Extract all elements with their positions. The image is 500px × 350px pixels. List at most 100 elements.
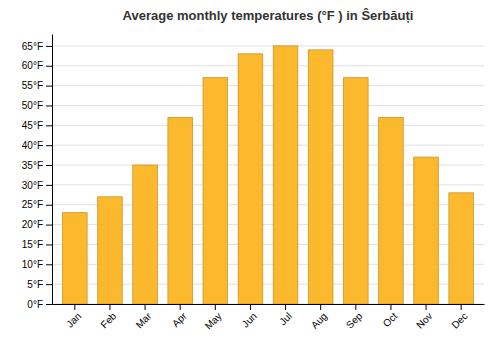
y-tick-label: 35°F [22, 160, 43, 171]
y-tick: 55°F [22, 80, 52, 91]
x-tick-mark [180, 304, 181, 310]
x-tick-mark [215, 304, 216, 310]
y-axis: 0°F 5°F 10°F 15°F 20°F 25°F 30°F 35°F 40°F 45°F 50… [22, 35, 53, 310]
y-tick-label: 65°F [22, 41, 43, 52]
x-tick-mark [145, 304, 146, 310]
x-axis-line [53, 304, 485, 305]
y-tick: 15°F [22, 239, 52, 250]
bar [449, 193, 474, 304]
x-tick: Sep [344, 304, 365, 331]
bar [414, 157, 439, 304]
y-tick-label: 5°F [27, 279, 43, 290]
x-tick: Dec [449, 304, 469, 331]
y-tick-mark [46, 264, 52, 265]
grid-line [52, 105, 484, 106]
y-tick-mark [46, 125, 52, 126]
y-tick: 35°F [22, 160, 52, 171]
x-tick: May [203, 304, 224, 332]
x-tick-mark [355, 304, 356, 310]
y-tick: 5°F [27, 279, 52, 290]
y-tick-mark [46, 105, 52, 106]
y-tick-mark [46, 185, 52, 186]
x-tick-label: Apr [170, 310, 189, 329]
x-tick-mark [109, 304, 110, 310]
y-tick-mark [46, 165, 52, 166]
grid [52, 46, 484, 304]
x-tick-mark [390, 304, 391, 310]
y-tick-label: 10°F [22, 259, 43, 270]
bar [98, 197, 123, 304]
bar [168, 117, 193, 304]
x-tick-label: Aug [309, 310, 329, 330]
x-tick-label: Mar [134, 310, 154, 330]
x-tick-mark [461, 304, 462, 310]
chart-container: 0°F 5°F 10°F 15°F 20°F 25°F 30°F 35°F 40°F 45°F 50… [0, 0, 500, 350]
x-tick: Aug [309, 304, 329, 331]
x-tick-label: Dec [449, 310, 469, 330]
y-tick-label: 55°F [22, 80, 43, 91]
x-tick-label: Jan [64, 310, 83, 329]
bar [203, 78, 228, 304]
x-axis: Jan Feb Mar Apr May Jun Jul Aug Sep Oct Nov Dec [53, 304, 485, 332]
plot: 0°F 5°F 10°F 15°F 20°F 25°F 30°F 35°F 40°F 45°F 50… [22, 35, 485, 332]
grid-line [52, 125, 484, 126]
y-tick-label: 30°F [22, 180, 43, 191]
x-tick-label: Feb [98, 310, 118, 330]
x-tick: Jul [277, 304, 294, 327]
x-tick-mark [250, 304, 251, 310]
y-axis-line [52, 35, 53, 305]
y-tick: 65°F [22, 41, 52, 52]
y-tick-mark [46, 46, 52, 47]
bar [273, 46, 298, 304]
y-tick-mark [46, 86, 52, 87]
x-tick: Apr [170, 304, 189, 329]
x-tick: Jan [64, 304, 83, 330]
x-tick-label: Oct [381, 310, 400, 329]
grid-line [52, 145, 484, 146]
y-tick-mark [46, 304, 52, 305]
y-tick-label: 45°F [22, 120, 43, 131]
y-tick-label: 25°F [22, 199, 43, 210]
title: Average monthly temperatures (°F ) in Ŝe… [123, 8, 414, 23]
y-tick-label: 50°F [22, 100, 43, 111]
y-tick-mark [46, 244, 52, 245]
x-tick: Feb [98, 304, 118, 330]
y-tick-label: 20°F [22, 219, 43, 230]
y-tick-label: 15°F [22, 239, 43, 250]
y-tick: 0°F [27, 299, 52, 310]
y-tick-mark [46, 205, 52, 206]
y-tick-mark [46, 284, 52, 285]
x-tick-label: Sep [344, 310, 365, 331]
chart-svg: 0°F 5°F 10°F 15°F 20°F 25°F 30°F 35°F 40°F 45°F 50… [0, 0, 500, 350]
grid-line [52, 85, 484, 86]
bar [344, 78, 369, 304]
y-tick: 10°F [22, 259, 52, 270]
y-tick-mark [46, 145, 52, 146]
y-tick: 60°F [22, 60, 52, 71]
x-tick-label: May [203, 310, 224, 331]
x-tick: Jun [240, 304, 259, 330]
grid-line [52, 45, 484, 46]
x-tick: Mar [134, 304, 154, 330]
bar [133, 165, 158, 304]
y-tick-mark [46, 225, 52, 226]
bar [379, 117, 404, 304]
x-tick-mark [426, 304, 427, 310]
grid-line [52, 65, 484, 66]
bar [63, 213, 88, 304]
x-tick-mark [285, 304, 286, 310]
y-tick: 20°F [22, 219, 52, 230]
bar [238, 54, 263, 304]
x-tick-label: Nov [414, 310, 434, 330]
y-tick: 30°F [22, 180, 52, 191]
y-tick-label: 60°F [22, 60, 43, 71]
y-tick: 50°F [22, 100, 52, 111]
bars [63, 46, 474, 304]
y-tick-label: 40°F [22, 140, 43, 151]
y-tick-mark [46, 66, 52, 67]
y-tick: 40°F [22, 140, 52, 151]
x-tick-label: Jun [240, 310, 259, 329]
y-tick: 45°F [22, 120, 52, 131]
y-tick-label: 0°F [27, 299, 43, 310]
x-tick: Nov [414, 304, 434, 331]
